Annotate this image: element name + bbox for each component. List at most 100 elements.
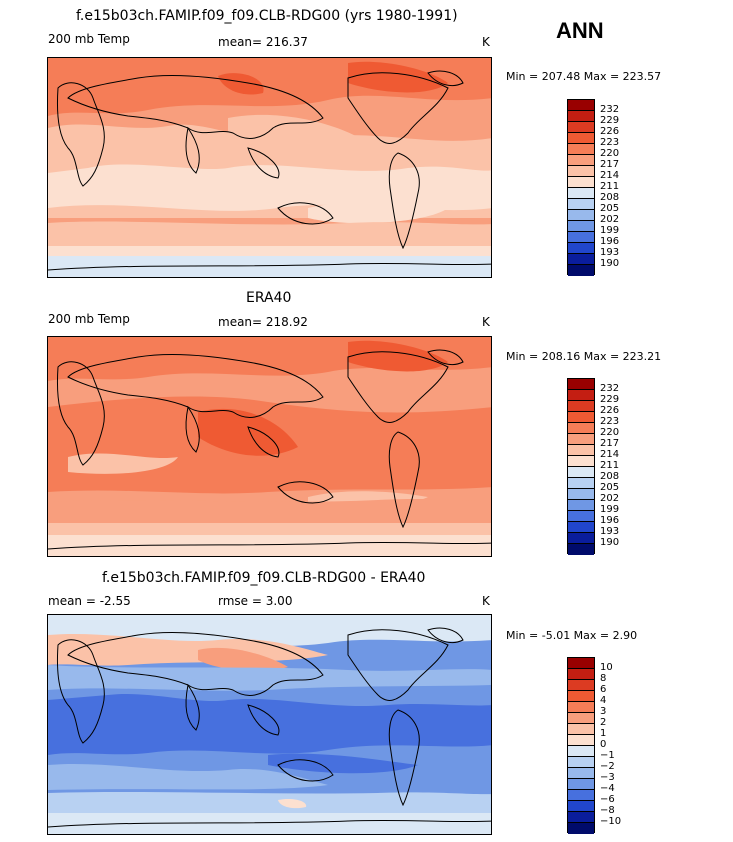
colorbar-swatch	[568, 544, 594, 555]
colorbar-swatch	[568, 379, 594, 390]
colorbar-swatch	[568, 779, 594, 790]
colorbar-swatch	[568, 177, 594, 188]
field-label: 200 mb Temp	[48, 312, 130, 326]
colorbar-tick-label: −10	[600, 816, 622, 827]
colorbar-tick-label: 220	[600, 148, 620, 159]
colorbar-swatch	[568, 133, 594, 144]
colorbar-tick-label: 193	[600, 247, 620, 258]
colorbar-tick-label: 226	[600, 126, 620, 137]
colorbar-tick-label: 229	[600, 115, 620, 126]
season-label: ANN	[556, 18, 604, 43]
colorbar-tick-label: −6	[600, 794, 615, 805]
units-label: K	[482, 594, 490, 608]
colorbar-tick-label: 190	[600, 537, 620, 548]
colorbar-swatch	[568, 467, 594, 478]
colorbar-swatch	[568, 265, 594, 276]
colorbar-tick-label: 199	[600, 504, 620, 515]
colorbar-swatch	[568, 111, 594, 122]
colorbar-tick-label: 208	[600, 192, 620, 203]
colorbar-tick-label: 217	[600, 438, 620, 449]
map-difference-field	[48, 615, 491, 834]
mean-label: mean= 216.37	[218, 35, 308, 49]
colorbar-swatch	[568, 669, 594, 680]
panel-title: f.e15b03ch.FAMIP.f09_f09.CLB-RDG00 (yrs …	[76, 8, 458, 24]
colorbar-tick-label: −8	[600, 805, 615, 816]
colorbar-swatch	[568, 166, 594, 177]
colorbar-tick-label: 211	[600, 181, 620, 192]
colorbar-tick-label: 1	[600, 728, 607, 739]
colorbar-swatch	[568, 801, 594, 812]
colorbar-tick-label: 4	[600, 695, 607, 706]
colorbar-tick-label: 205	[600, 482, 620, 493]
colorbar-swatch	[568, 735, 594, 746]
panel-title: f.e15b03ch.FAMIP.f09_f09.CLB-RDG00 - ERA…	[102, 570, 426, 586]
colorbar-difference	[567, 657, 595, 834]
colorbar-swatch	[568, 790, 594, 801]
colorbar-swatch	[568, 401, 594, 412]
colorbar-swatch	[568, 243, 594, 254]
colorbar-swatch	[568, 757, 594, 768]
colorbar-swatch	[568, 500, 594, 511]
colorbar-swatch	[568, 658, 594, 669]
colorbar-tick-label: 223	[600, 137, 620, 148]
colorbar-tick-label: 223	[600, 416, 620, 427]
colorbar-tick-label: 208	[600, 471, 620, 482]
colorbar-tick-label: 202	[600, 214, 620, 225]
colorbar-swatch	[568, 122, 594, 133]
colorbar-swatch	[568, 713, 594, 724]
colorbar-tick-label: −4	[600, 783, 615, 794]
panel-title: ERA40	[246, 290, 292, 306]
colorbar-swatch	[568, 100, 594, 111]
colorbar-swatch	[568, 702, 594, 713]
colorbar-swatch	[568, 445, 594, 456]
colorbar-swatch	[568, 434, 594, 445]
units-label: K	[482, 35, 490, 49]
colorbar-tick-label: 220	[600, 427, 620, 438]
colorbar-tick-label: −3	[600, 772, 615, 783]
colorbar-tick-label: 0	[600, 739, 607, 750]
colorbar-tick-label: −1	[600, 750, 615, 761]
minmax-label: Min = -5.01 Max = 2.90	[506, 629, 638, 642]
colorbar-swatch	[568, 254, 594, 265]
colorbar-swatch	[568, 746, 594, 757]
colorbar-swatch	[568, 199, 594, 210]
colorbar-swatch	[568, 412, 594, 423]
colorbar-swatch	[568, 188, 594, 199]
colorbar-tick-label: 10	[600, 662, 613, 673]
rmse-label: rmse = 3.00	[218, 594, 293, 608]
colorbar-swatch	[568, 812, 594, 823]
colorbar-tick-label: 226	[600, 405, 620, 416]
colorbar-swatch	[568, 390, 594, 401]
mean-label: mean = -2.55	[48, 594, 131, 608]
colorbar-swatch	[568, 221, 594, 232]
map-difference	[47, 614, 492, 835]
map-era40	[47, 336, 492, 557]
colorbar-tick-label: 6	[600, 684, 607, 695]
colorbar-swatch	[568, 768, 594, 779]
colorbar-swatch	[568, 144, 594, 155]
colorbar-swatch	[568, 823, 594, 834]
colorbar-swatch	[568, 478, 594, 489]
colorbar-tick-label: 229	[600, 394, 620, 405]
colorbar-swatch	[568, 724, 594, 735]
colorbar-tick-label: 199	[600, 225, 620, 236]
colorbar-tick-label: 211	[600, 460, 620, 471]
colorbar-swatch	[568, 511, 594, 522]
colorbar-swatch	[568, 423, 594, 434]
colorbar-swatch	[568, 456, 594, 467]
colorbar-tick-label: 217	[600, 159, 620, 170]
colorbar-swatch	[568, 680, 594, 691]
colorbar-era40	[567, 378, 595, 555]
colorbar-tick-label: 232	[600, 104, 620, 115]
colorbar-tick-label: 214	[600, 449, 620, 460]
colorbar-tick-label: 2	[600, 717, 607, 728]
colorbar-swatch	[568, 691, 594, 702]
colorbar-tick-label: 205	[600, 203, 620, 214]
colorbar-swatch	[568, 533, 594, 544]
colorbar-swatch	[568, 155, 594, 166]
units-label: K	[482, 315, 490, 329]
mean-label: mean= 218.92	[218, 315, 308, 329]
colorbar-tick-label: 8	[600, 673, 607, 684]
map-era40-field	[48, 337, 491, 556]
colorbar-tick-label: 196	[600, 515, 620, 526]
